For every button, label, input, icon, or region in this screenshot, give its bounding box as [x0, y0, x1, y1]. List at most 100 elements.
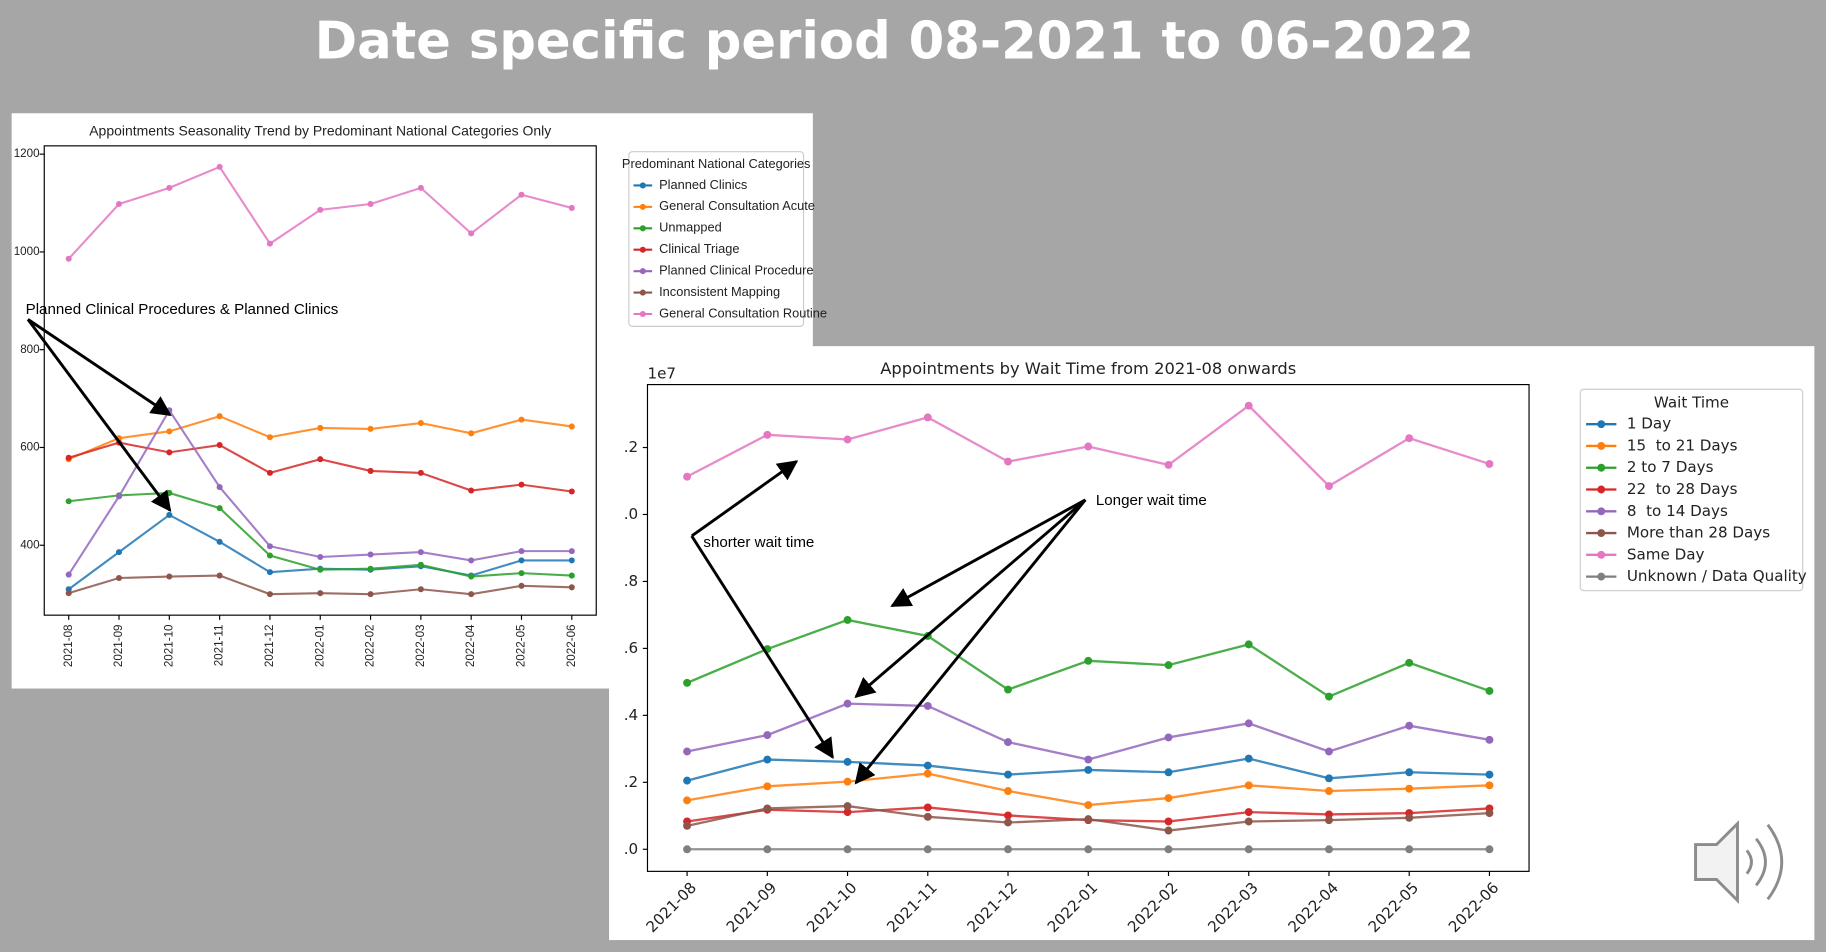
data-point [468, 230, 475, 237]
data-point [568, 548, 575, 555]
data-point [367, 551, 374, 558]
data-point [1164, 817, 1173, 826]
data-point [1485, 770, 1494, 779]
data-point [417, 184, 424, 191]
data-point [1164, 826, 1173, 835]
data-point [115, 549, 123, 556]
data-point [65, 590, 72, 597]
data-point [683, 776, 692, 785]
data-point [1084, 801, 1093, 810]
data-point [317, 456, 324, 463]
data-point [568, 488, 575, 495]
arrow [690, 535, 834, 759]
legend-label: Inconsistent Mapping [659, 284, 780, 299]
data-point [1485, 735, 1494, 744]
data-point [65, 255, 72, 262]
annotation: shorter wait time [703, 534, 814, 551]
chart-wait-time: Appointments by Wait Time from 2021-08 o… [609, 346, 1815, 941]
data-point [1325, 482, 1333, 490]
y-offset-label: 1e7 [647, 365, 676, 383]
arrow [854, 498, 1087, 699]
data-point [763, 804, 772, 813]
legend-label: 8 to 14 Days [1627, 502, 1728, 520]
legend-label: Unmapped [659, 220, 722, 235]
data-point [1405, 721, 1414, 730]
data-point [1485, 459, 1494, 468]
legend-label: Unknown / Data Quality [1627, 567, 1807, 585]
data-point [216, 484, 223, 491]
data-point [468, 487, 475, 494]
data-point [367, 591, 374, 598]
data-point [468, 591, 475, 598]
data-point [568, 584, 575, 591]
chart-title: Appointments Seasonality Trend by Predom… [89, 123, 551, 139]
data-point [1084, 765, 1093, 774]
x-tick-label: 2022-05 [515, 624, 528, 667]
data-point [317, 566, 324, 573]
data-point [568, 572, 575, 579]
data-point [216, 442, 223, 449]
data-point [65, 498, 72, 505]
data-point [1485, 845, 1494, 854]
data-point [683, 845, 692, 854]
legend-marker [639, 246, 646, 253]
data-point [266, 434, 273, 441]
data-point [166, 449, 173, 456]
data-point [65, 571, 72, 578]
data-point [367, 565, 374, 572]
data-point [1084, 755, 1093, 764]
x-tick-label: 2021-09 [112, 624, 125, 667]
data-point [1325, 787, 1333, 795]
legend-label: 2 to 7 Days [1627, 458, 1714, 476]
data-point [417, 549, 424, 556]
legend-marker [1597, 420, 1606, 429]
slide-title: Date specific period 08-2021 to 06-2022 [315, 12, 1475, 72]
data-point [1084, 442, 1093, 451]
data-point [1004, 818, 1012, 827]
legend-marker [639, 289, 646, 296]
data-point [317, 424, 324, 431]
legend-label: 22 to 28 Days [1627, 480, 1738, 498]
legend-marker [639, 203, 646, 210]
arrow [890, 498, 1087, 608]
data-point [367, 200, 374, 208]
data-point [1485, 809, 1494, 818]
legend-label: General Consultation Routine [659, 305, 827, 320]
data-point [216, 538, 223, 545]
y-tick-label: 1000 [14, 245, 40, 258]
data-point [1084, 815, 1093, 824]
data-point [1244, 401, 1253, 410]
legend-marker [1597, 485, 1606, 494]
data-point [923, 702, 932, 710]
data-point [417, 561, 424, 568]
data-point [317, 590, 324, 597]
data-point [367, 467, 374, 474]
legend-label: General Consultation Acute [659, 198, 815, 213]
data-point [1164, 661, 1173, 670]
data-point [843, 802, 852, 811]
data-point [1004, 738, 1012, 747]
speaker-icon[interactable] [1694, 820, 1784, 904]
legend-label: Planned Clinics [659, 177, 747, 192]
y-tick-label: .2 [624, 438, 638, 456]
data-point [266, 469, 273, 476]
x-tick-label: 2022-01 [313, 624, 326, 667]
data-point [518, 416, 525, 423]
y-tick-label: .6 [624, 639, 638, 657]
x-tick-label: 2021-12 [263, 624, 276, 667]
data-point [518, 570, 525, 577]
data-point [166, 489, 173, 496]
data-point [1244, 719, 1253, 728]
data-point [518, 582, 525, 589]
data-point [683, 472, 692, 481]
legend-marker [1597, 463, 1606, 472]
data-point [166, 573, 173, 580]
legend-marker [639, 310, 646, 318]
data-point [923, 803, 932, 812]
arrow [690, 460, 799, 538]
data-point [417, 420, 424, 427]
data-point [683, 678, 692, 687]
arrow [854, 498, 1087, 785]
legend-label: Same Day [1627, 545, 1705, 563]
